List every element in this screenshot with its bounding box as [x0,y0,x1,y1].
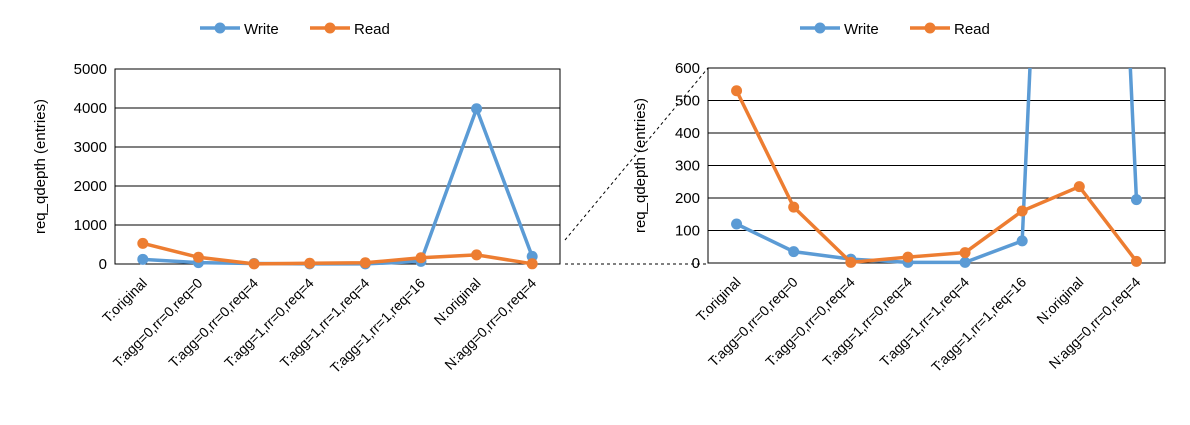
data-point [137,253,149,265]
x-tick-label: T:original [693,274,744,325]
x-tick-label: T:agg=1,rr=1,req=16 [928,274,1029,375]
data-point [845,256,857,268]
plot-frame [114,68,561,265]
y-tick-label: 5000 [74,61,107,78]
data-point [902,251,914,263]
y-tick-label: 400 [675,125,700,142]
legend-marker [924,22,936,34]
legend-label: Read [954,21,990,38]
series-line [142,241,533,266]
legend-marker [814,22,826,34]
data-point [959,247,971,259]
data-point [471,103,483,115]
data-point [1073,181,1085,193]
data-point [526,258,538,270]
y-tick-label: 1000 [74,217,107,234]
x-tick-label: T:original [99,275,150,326]
data-point [415,252,427,264]
y-tick-label: 500 [675,93,700,110]
data-point [304,257,316,269]
x-tick-label: N:original [431,275,484,328]
data-point [1016,235,1028,247]
x-tick-label: N:original [1033,274,1086,327]
legend-label: Write [844,21,879,38]
zoom-connector [564,67,709,241]
data-point [731,85,743,97]
data-point [192,251,204,263]
legend-label: Read [354,21,390,38]
data-point [1130,194,1142,206]
data-point [788,201,800,213]
y-tick-label: 4000 [74,100,107,117]
data-point [248,258,260,270]
y-tick-label: 300 [675,158,700,175]
chart: 0 1000 2000 3000 4000 5000 req_qdepth (entries… [32,21,561,376]
y-tick-label: 3000 [74,139,107,156]
y-tick-label: 200 [675,190,700,207]
x-tick-label: T:agg=1,rr=1,req=16 [327,275,428,376]
y-axis-label: req_qdepth (entries) [632,98,649,233]
data-point [137,237,149,249]
x-tick-label: N:agg=0,rr=0,req=4 [441,275,539,373]
data-point [359,257,371,269]
y-tick-label: 100 [675,223,700,240]
legend-marker [214,22,226,34]
data-point [788,246,800,258]
y-tick-label: 0 [692,255,700,272]
data-point [1130,255,1142,267]
series-line [734,89,1138,265]
data-point [959,256,971,268]
y-tick-label: 2000 [74,178,107,195]
data-layer [137,103,538,270]
legend-marker [324,22,336,34]
y-tick-label: 0 [99,256,107,273]
series-line [735,68,1139,265]
legend-label: Write [244,21,279,38]
y-axis-label: req_qdepth (entries) [32,99,49,234]
data-point [1016,205,1028,217]
chart: 0 100 200 300 400 500 600 req_qdepth (entries) T… [632,21,1166,375]
data-point [731,218,743,230]
data-point [471,249,483,261]
data-layer [731,68,1142,268]
y-tick-label: 600 [675,60,700,77]
